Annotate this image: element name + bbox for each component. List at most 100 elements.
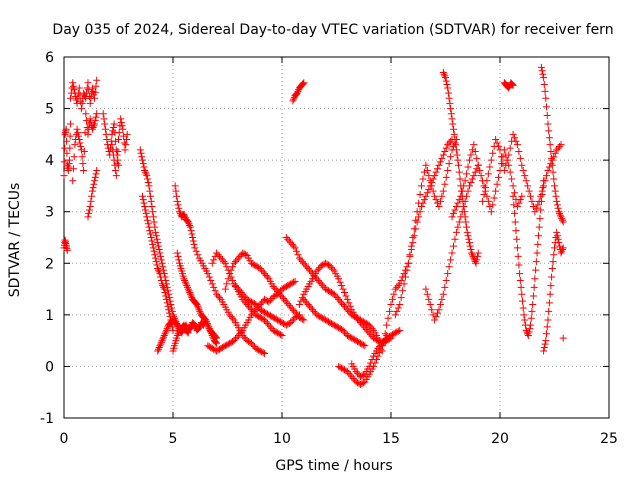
data-point [145,182,153,190]
data-point [545,163,553,171]
data-point [471,258,479,266]
data-point [537,197,545,205]
data-point [474,249,482,257]
data-point [425,172,433,180]
data-point [340,328,348,336]
data-point [240,250,248,258]
data-point [548,154,556,162]
data-point [317,313,325,321]
data-point [438,192,446,200]
data-point [367,331,375,339]
data-point [543,172,551,180]
data-point [140,163,148,171]
data-point [115,136,122,144]
data-point [327,319,335,327]
data-point [288,240,296,248]
data-point [400,270,408,278]
data-point [559,244,567,252]
data-point [185,287,193,295]
data-point [512,227,520,235]
data-point [500,166,508,174]
data-point [524,182,532,190]
data-point [256,347,264,355]
data-point [547,148,555,156]
data-point [338,364,346,372]
data-point [266,296,274,304]
data-point [329,320,337,328]
data-point [548,273,556,281]
data-point [442,173,450,181]
data-point [554,235,562,243]
data-point [359,371,367,379]
data-point [258,307,266,315]
data-point [532,266,540,274]
data-point [263,273,271,281]
data-point [549,168,557,176]
data-point [291,308,299,316]
data-point [553,228,561,236]
data-point [393,283,401,291]
data-point [113,160,121,168]
data-point [489,149,497,157]
data-point [172,187,180,195]
data-point [87,197,95,205]
data-point [397,276,405,284]
data-point [442,144,450,152]
data-point [278,293,286,301]
data-point [540,344,548,352]
data-point [554,204,562,212]
data-point [391,329,399,337]
data-point [298,258,306,266]
data-point [138,153,146,161]
data-point [85,206,93,214]
data-point [316,278,324,286]
data-point [339,285,347,293]
data-point [208,344,216,352]
data-point [461,177,469,185]
data-point [92,82,100,90]
data-point [435,306,443,314]
data-point [278,331,286,339]
data-point [92,113,100,121]
data-point [386,307,394,315]
data-point [300,316,308,324]
data-point [329,265,337,273]
y-tick-label: 6 [45,50,54,66]
data-point [243,301,251,309]
data-point [394,327,402,335]
data-point [186,290,194,298]
data-point [80,166,88,174]
data-point [354,315,362,323]
data-point [451,136,459,144]
data-point [181,212,189,220]
data-point [293,247,301,255]
data-point [236,252,244,260]
data-point [503,156,511,164]
data-point [447,105,455,113]
data-point [455,161,463,169]
data-point [340,366,348,374]
data-point [391,311,399,319]
data-point [338,299,346,307]
data-point [142,170,150,178]
data-point [282,282,290,290]
data-point [300,295,308,303]
data-point [262,271,270,279]
data-point [365,329,373,337]
data-point [216,294,224,302]
data-point [359,341,367,349]
data-point [448,115,456,123]
data-point [438,154,446,162]
data-point [484,170,492,178]
data-point [466,242,474,250]
data-point [465,235,473,243]
data-point [336,325,344,333]
data-point [445,94,453,102]
data-point [275,330,283,338]
data-point [468,175,476,183]
data-point [295,254,303,262]
data-point [314,265,322,273]
data-point [77,142,85,150]
data-point [444,84,452,92]
data-point [284,235,292,243]
